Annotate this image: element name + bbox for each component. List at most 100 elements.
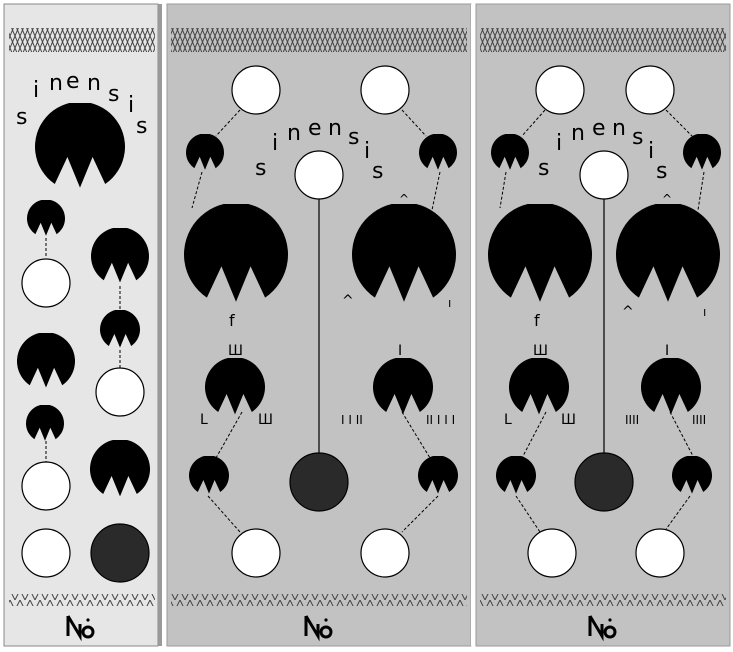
knob-label: ^ (342, 293, 354, 309)
knob-label: f (229, 311, 235, 330)
title-letter: i (364, 139, 370, 164)
small-knob[interactable] (27, 199, 65, 236)
large-knob[interactable] (488, 203, 592, 302)
jack[interactable] (294, 150, 344, 200)
main-knob[interactable] (35, 102, 125, 188)
bottom-zigzag (480, 594, 726, 606)
panel-title: s i n e n s i s (16, 69, 147, 139)
top-zigzag (480, 28, 726, 52)
knob[interactable] (641, 357, 701, 415)
jack[interactable] (95, 367, 145, 417)
jack[interactable] (21, 528, 71, 578)
n-icon (588, 615, 617, 642)
knob-label: I (665, 343, 669, 359)
small-knob[interactable] (683, 133, 721, 170)
title-letter: n (287, 121, 301, 146)
title-letter: n (328, 116, 342, 141)
knob-label: Ш (258, 412, 273, 428)
title-letter: s (255, 156, 266, 181)
knob-label: Ш (228, 343, 243, 359)
title-letter: s (348, 125, 359, 150)
small-knob[interactable] (419, 133, 457, 170)
knob-label: f (534, 311, 540, 330)
jack[interactable] (579, 150, 629, 200)
title-letter: n (612, 116, 626, 141)
title-letter: s (136, 114, 147, 139)
title-letter: e (66, 69, 80, 94)
title-letter: i (33, 78, 39, 103)
title-letter: e (308, 116, 322, 141)
jack[interactable] (625, 65, 675, 115)
knob-label: I (398, 343, 402, 359)
title-letter: e (592, 116, 606, 141)
jack[interactable] (527, 528, 577, 578)
top-zigzag (171, 28, 467, 52)
knob[interactable] (373, 357, 433, 415)
large-knob[interactable] (352, 203, 456, 302)
title-letter: s (372, 159, 383, 184)
panel-3: s i n e n s i s f ^ ^ ı Ш L Ш I IIII (475, 3, 731, 647)
top-zigzag (9, 28, 155, 52)
title-letter: i (556, 131, 562, 156)
jack[interactable] (635, 528, 685, 578)
title-letter: n (87, 71, 101, 96)
n-icon (304, 615, 333, 642)
small-knob[interactable] (100, 309, 140, 348)
large-knob[interactable] (184, 203, 288, 302)
status-led (574, 452, 634, 512)
knob[interactable] (90, 439, 150, 497)
panel-title: s i n e n s i s (255, 116, 383, 184)
panel-1: s i n e n s i s (3, 3, 162, 647)
title-letter: i (128, 93, 134, 118)
title-letter: s (656, 159, 667, 184)
small-knob[interactable] (496, 455, 536, 494)
jack[interactable] (21, 461, 71, 511)
small-knob[interactable] (26, 404, 64, 441)
knob[interactable] (17, 332, 75, 388)
status-led (90, 523, 150, 583)
title-letter: s (538, 156, 549, 181)
jack[interactable] (21, 258, 71, 308)
n-icon (66, 615, 95, 642)
knob-label: I I II (341, 413, 363, 427)
small-knob[interactable] (186, 133, 224, 170)
title-letter: n (571, 121, 585, 146)
title-letter: i (648, 139, 654, 164)
jack[interactable] (231, 528, 281, 578)
knob-label: ı (448, 296, 451, 310)
small-knob[interactable] (491, 133, 529, 170)
knob-label: ı (703, 305, 706, 319)
knob-label: Ш (561, 412, 576, 428)
knob[interactable] (205, 357, 265, 415)
title-letter: i (272, 131, 278, 156)
jack[interactable] (535, 65, 585, 115)
knob-label: II I I I (426, 413, 455, 427)
knob[interactable] (91, 227, 149, 283)
title-letter: s (16, 105, 27, 130)
large-knob[interactable] (616, 203, 720, 302)
knob-label: Ш (533, 343, 548, 359)
knob-label: ^ (399, 192, 409, 206)
title-letter: s (632, 125, 643, 150)
title-letter: s (108, 82, 119, 107)
knob-label: ^ (662, 192, 672, 206)
small-knob[interactable] (189, 455, 229, 494)
knob[interactable] (509, 357, 569, 415)
knob-label: ^ (622, 304, 634, 320)
bottom-zigzag (9, 594, 155, 606)
panel-2: s i n e n s i s f ^ ^ ı Ш L (166, 3, 475, 647)
title-letter: n (49, 71, 63, 96)
bottom-zigzag (171, 594, 467, 606)
jack[interactable] (360, 65, 410, 115)
status-led (289, 452, 349, 512)
knob-label: L (504, 412, 512, 428)
jack[interactable] (231, 65, 281, 115)
knob-label: L (200, 412, 208, 428)
small-knob[interactable] (418, 455, 458, 494)
small-knob[interactable] (672, 455, 712, 494)
jack[interactable] (360, 528, 410, 578)
knob-label: IIII (692, 413, 706, 427)
panel-title: s i n e n s i s (538, 116, 667, 184)
knob-label: IIII (625, 413, 639, 427)
